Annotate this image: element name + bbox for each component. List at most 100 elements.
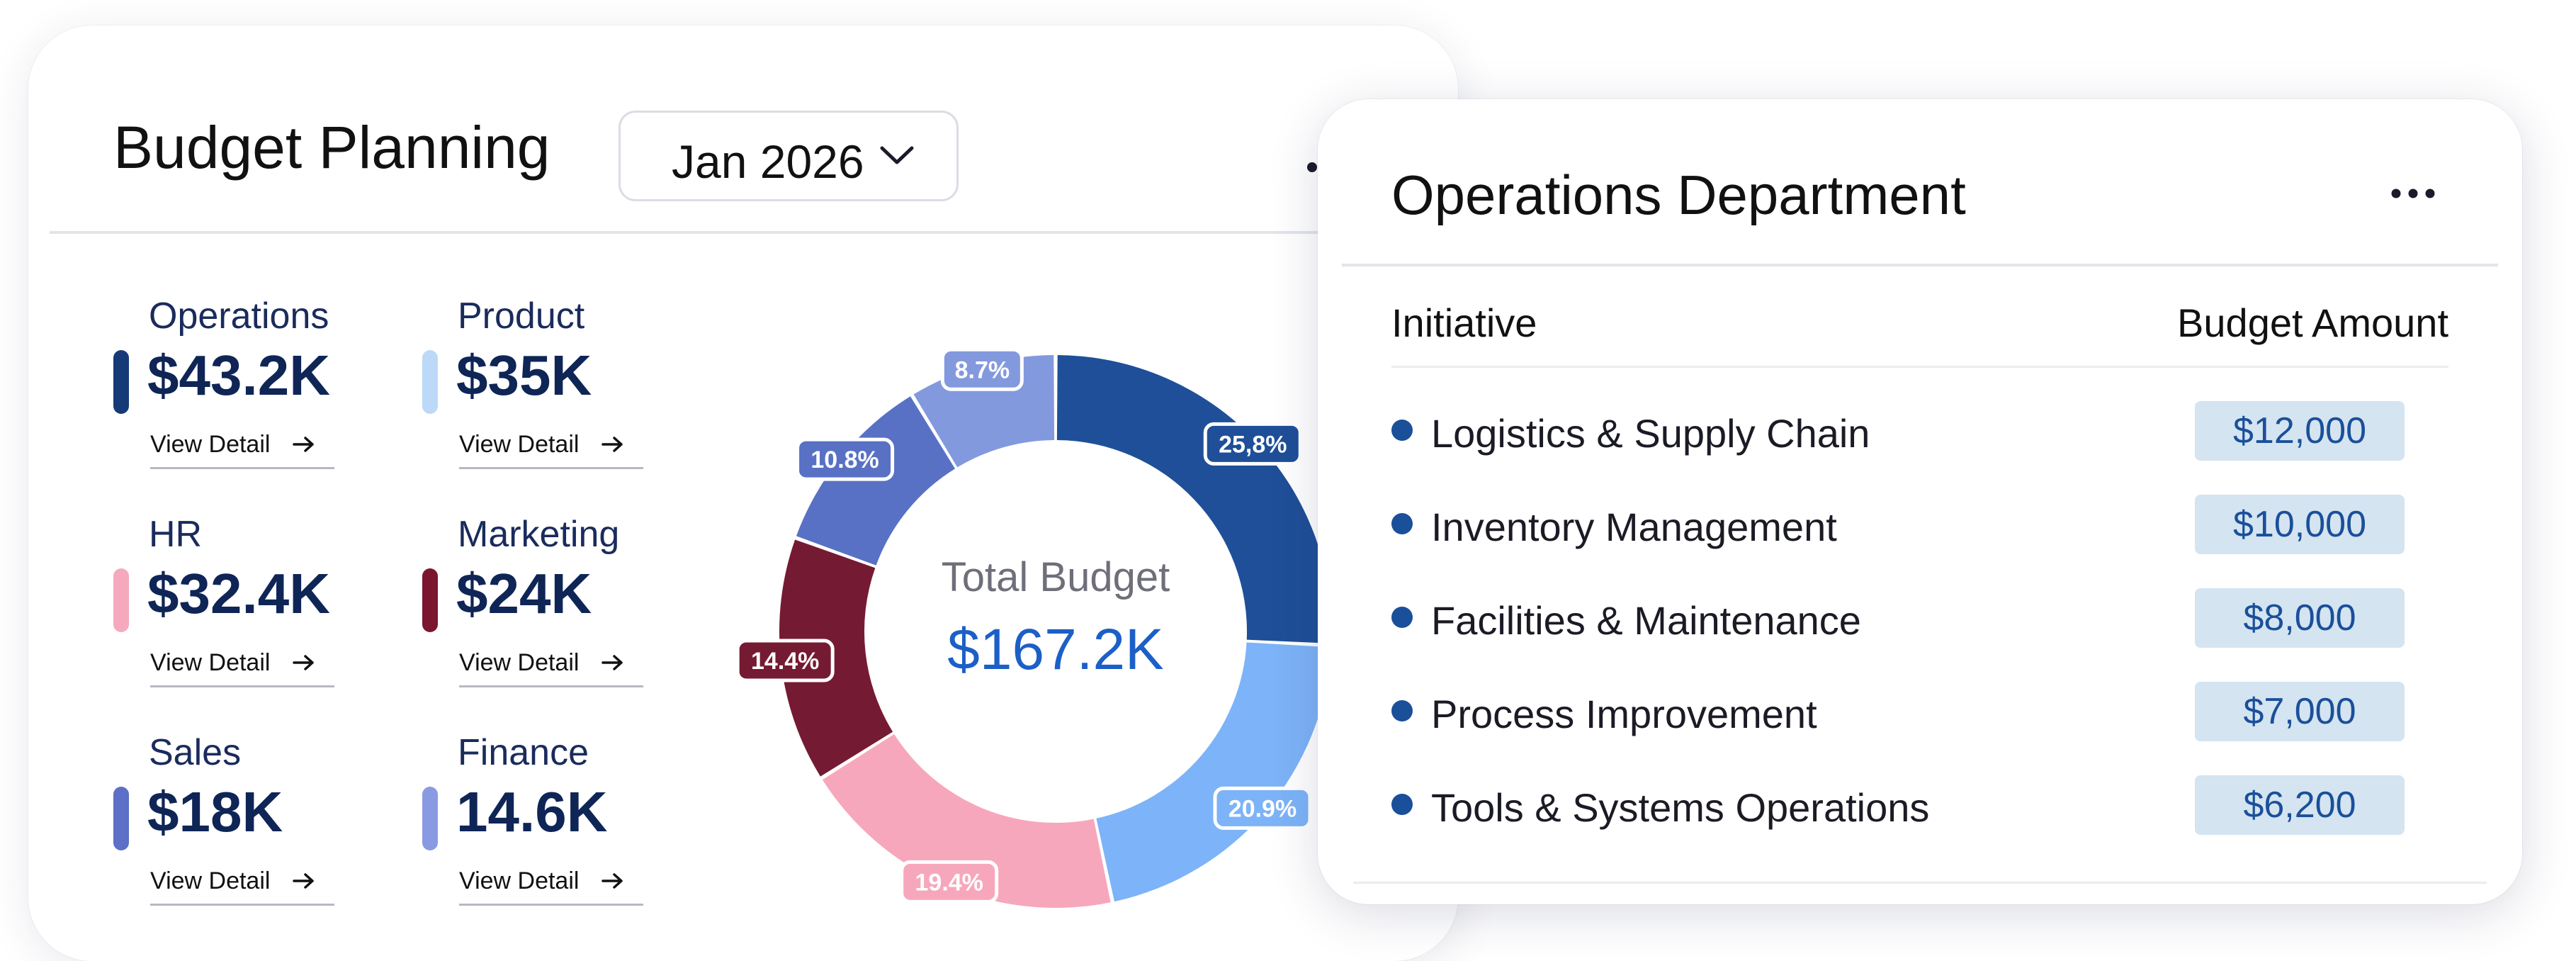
table-row[interactable]: Tools & Systems Operations $6,200 bbox=[1391, 775, 2448, 835]
budget-amount-badge: $12,000 bbox=[2195, 401, 2405, 461]
stat-color-bar bbox=[422, 787, 438, 850]
stat-sales: Sales $18K View Detail bbox=[113, 734, 361, 911]
table-footer-divider bbox=[1353, 882, 2487, 884]
donut-slice bbox=[822, 734, 1111, 908]
operations-header-divider bbox=[1342, 264, 2498, 266]
budget-amount-badge: $6,200 bbox=[2195, 775, 2405, 835]
stat-hr: HR $32.4K View Detail bbox=[113, 516, 361, 693]
view-detail-link[interactable]: View Detail bbox=[150, 869, 334, 906]
slice-percent-text: 20.9% bbox=[1228, 795, 1297, 822]
stat-color-bar bbox=[113, 787, 129, 850]
arrow-right-icon bbox=[601, 655, 623, 670]
view-detail-label: View Detail bbox=[459, 867, 580, 894]
donut-chart-svg: 25,8% 20.9% 19.4% 14.4% 10.8% 8.7% bbox=[735, 347, 1332, 908]
column-header-budget-amount: Budget Amount bbox=[2177, 300, 2448, 345]
budget-amount-badge: $10,000 bbox=[2195, 495, 2405, 554]
bullet-icon bbox=[1391, 607, 1413, 628]
budget-planning-card: Budget Planning Jan 2026 Operations $43.… bbox=[28, 26, 1458, 961]
stat-label: Sales bbox=[149, 732, 242, 773]
donut-slice-label: 10.8% bbox=[796, 437, 895, 481]
month-select[interactable]: Jan 2026 bbox=[618, 111, 959, 201]
stat-value: $35K bbox=[456, 344, 592, 407]
stat-label: Operations bbox=[149, 296, 329, 337]
donut-slice-label: 25,8% bbox=[1203, 422, 1302, 466]
arrow-right-icon bbox=[293, 655, 314, 670]
stat-value: $18K bbox=[147, 780, 283, 843]
initiative-name: Inventory Management bbox=[1431, 505, 1837, 549]
view-detail-link[interactable]: View Detail bbox=[459, 651, 643, 687]
view-detail-label: View Detail bbox=[459, 649, 580, 676]
stat-value: $32.4K bbox=[147, 562, 330, 625]
donut-slice-label: 8.7% bbox=[940, 347, 1024, 391]
stat-color-bar bbox=[113, 350, 129, 414]
stat-label: HR bbox=[149, 514, 203, 555]
stat-color-bar bbox=[422, 350, 438, 414]
initiative-name: Process Improvement bbox=[1431, 692, 1817, 736]
donut-slice bbox=[779, 539, 893, 777]
donut-slice-label: 19.4% bbox=[900, 860, 999, 904]
view-detail-link[interactable]: View Detail bbox=[459, 432, 643, 469]
stat-label: Finance bbox=[458, 732, 589, 773]
stat-label: Marketing bbox=[458, 514, 620, 555]
donut-slice-label: 14.4% bbox=[735, 639, 835, 682]
label-pill bbox=[900, 860, 999, 904]
stat-value: $43.2K bbox=[147, 344, 330, 407]
donut-slice-label: 20.9% bbox=[1213, 786, 1312, 830]
operations-department-card: Operations Department Initiative Budget … bbox=[1318, 99, 2522, 904]
budget-donut-chart: 25,8% 20.9% 19.4% 14.4% 10.8% 8.7% Total Budg… bbox=[735, 337, 1350, 926]
bullet-icon bbox=[1391, 420, 1413, 441]
stat-operations: Operations $43.2K View Detail bbox=[113, 298, 361, 475]
view-detail-label: View Detail bbox=[459, 431, 580, 458]
stat-marketing: Marketing $24K View Detail bbox=[422, 516, 670, 693]
total-budget-label: Total Budget bbox=[941, 554, 1170, 600]
stat-value: $24K bbox=[456, 562, 592, 625]
table-row[interactable]: Inventory Management $10,000 bbox=[1391, 495, 2448, 554]
initiative-name: Logistics & Supply Chain bbox=[1431, 411, 1870, 456]
month-select-value: Jan 2026 bbox=[672, 135, 864, 188]
slice-percent-text: 25,8% bbox=[1219, 431, 1287, 458]
arrow-right-icon bbox=[293, 437, 314, 452]
view-detail-label: View Detail bbox=[150, 431, 271, 458]
chevron-down-icon bbox=[880, 146, 914, 164]
slice-percent-text: 8.7% bbox=[955, 356, 1010, 383]
table-row[interactable]: Facilities & Maintenance $8,000 bbox=[1391, 588, 2448, 648]
column-header-initiative: Initiative bbox=[1391, 300, 1537, 345]
initiative-name: Facilities & Maintenance bbox=[1431, 598, 1861, 643]
donut-slice bbox=[1096, 642, 1332, 902]
budget-header-divider bbox=[50, 231, 1396, 234]
arrow-right-icon bbox=[601, 437, 623, 452]
view-detail-label: View Detail bbox=[150, 867, 271, 894]
budget-amount-badge: $7,000 bbox=[2195, 682, 2405, 741]
stat-color-bar bbox=[113, 568, 129, 632]
stat-value: 14.6K bbox=[456, 780, 608, 843]
slice-percent-text: 19.4% bbox=[915, 869, 983, 896]
bullet-icon bbox=[1391, 794, 1413, 815]
arrow-right-icon bbox=[601, 873, 623, 889]
slice-percent-text: 10.8% bbox=[810, 446, 879, 473]
label-pill bbox=[1203, 422, 1302, 466]
stat-color-bar bbox=[422, 568, 438, 632]
view-detail-link[interactable]: View Detail bbox=[150, 651, 334, 687]
donut-slice bbox=[1056, 355, 1332, 644]
stat-finance: Finance 14.6K View Detail bbox=[422, 734, 670, 911]
table-header-divider bbox=[1391, 366, 2448, 368]
bullet-icon bbox=[1391, 700, 1413, 721]
label-pill bbox=[940, 347, 1024, 391]
label-pill bbox=[796, 437, 895, 481]
more-horizontal-icon[interactable] bbox=[2389, 183, 2437, 204]
bullet-icon bbox=[1391, 513, 1413, 534]
operations-title: Operations Department bbox=[1391, 164, 1966, 226]
initiative-name: Tools & Systems Operations bbox=[1431, 785, 1930, 830]
arrow-right-icon bbox=[293, 873, 314, 889]
view-detail-link[interactable]: View Detail bbox=[459, 869, 643, 906]
stat-product: Product $35K View Detail bbox=[422, 298, 670, 475]
stat-label: Product bbox=[458, 296, 585, 337]
table-row[interactable]: Logistics & Supply Chain $12,000 bbox=[1391, 401, 2448, 461]
view-detail-label: View Detail bbox=[150, 649, 271, 676]
label-pill bbox=[735, 639, 835, 682]
view-detail-link[interactable]: View Detail bbox=[150, 432, 334, 469]
total-budget-value: $167.2K bbox=[947, 617, 1164, 682]
table-row[interactable]: Process Improvement $7,000 bbox=[1391, 682, 2448, 741]
budget-title: Budget Planning bbox=[113, 114, 550, 181]
slice-percent-text: 14.4% bbox=[751, 648, 819, 675]
